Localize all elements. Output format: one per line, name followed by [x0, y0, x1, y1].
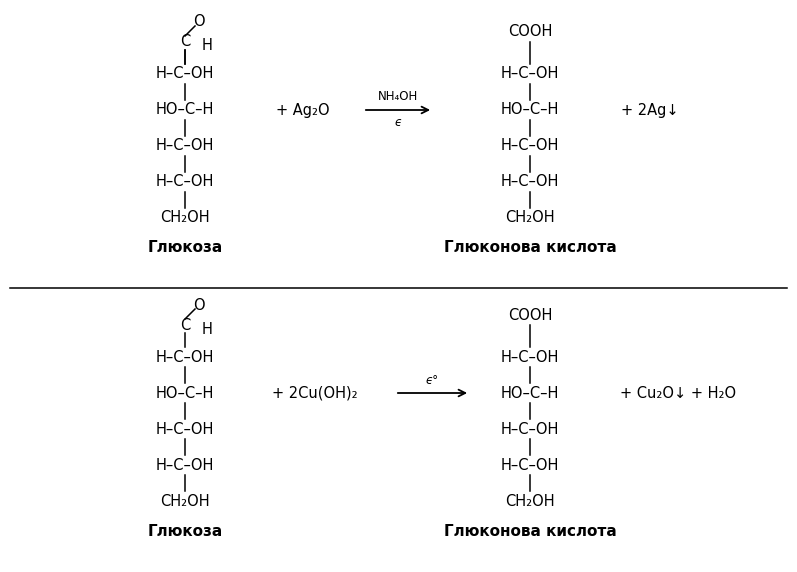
Text: CH₂OH: CH₂OH	[160, 494, 210, 509]
Text: CH₂OH: CH₂OH	[505, 494, 555, 509]
Text: ϵ°: ϵ°	[426, 374, 439, 387]
Text: Глюконова кислота: Глюконова кислота	[444, 240, 616, 256]
Text: NH₄OH: NH₄OH	[378, 89, 418, 102]
Text: COOH: COOH	[508, 308, 552, 323]
Text: H–C–OH: H–C–OH	[155, 66, 214, 81]
Text: H–C–OH: H–C–OH	[501, 458, 559, 472]
Text: H–C–OH: H–C–OH	[501, 138, 559, 153]
Text: HO–C–H: HO–C–H	[155, 102, 214, 117]
Text: HO–C–H: HO–C–H	[155, 386, 214, 400]
Text: CH₂OH: CH₂OH	[505, 210, 555, 225]
Text: COOH: COOH	[508, 25, 552, 39]
Text: H–C–OH: H–C–OH	[155, 349, 214, 364]
Text: H–C–OH: H–C–OH	[155, 458, 214, 472]
Text: C: C	[180, 317, 190, 332]
Text: H–C–OH: H–C–OH	[155, 138, 214, 153]
Text: + Cu₂O↓ + H₂O: + Cu₂O↓ + H₂O	[620, 386, 736, 400]
Text: H–C–OH: H–C–OH	[501, 422, 559, 436]
Text: H–C–OH: H–C–OH	[501, 66, 559, 81]
Text: C: C	[180, 34, 190, 50]
Text: ϵ: ϵ	[395, 117, 402, 129]
Text: Глюконова кислота: Глюконова кислота	[444, 523, 616, 538]
Text: H–C–OH: H–C–OH	[155, 174, 214, 189]
Text: Глюкоза: Глюкоза	[147, 240, 222, 256]
Text: + 2Cu(OH)₂: + 2Cu(OH)₂	[273, 386, 358, 400]
Text: Глюкоза: Глюкоза	[147, 523, 222, 538]
Text: H–C–OH: H–C–OH	[501, 174, 559, 189]
Text: CH₂OH: CH₂OH	[160, 210, 210, 225]
Text: HO–C–H: HO–C–H	[501, 386, 559, 400]
Text: H: H	[202, 321, 213, 336]
Text: H: H	[202, 38, 213, 54]
Text: + Ag₂O: + Ag₂O	[277, 102, 330, 117]
Text: H–C–OH: H–C–OH	[155, 422, 214, 436]
Text: HO–C–H: HO–C–H	[501, 102, 559, 117]
Text: O: O	[193, 297, 205, 312]
Text: H–C–OH: H–C–OH	[501, 349, 559, 364]
Text: O: O	[193, 14, 205, 30]
Text: + 2Ag↓: + 2Ag↓	[621, 102, 679, 117]
